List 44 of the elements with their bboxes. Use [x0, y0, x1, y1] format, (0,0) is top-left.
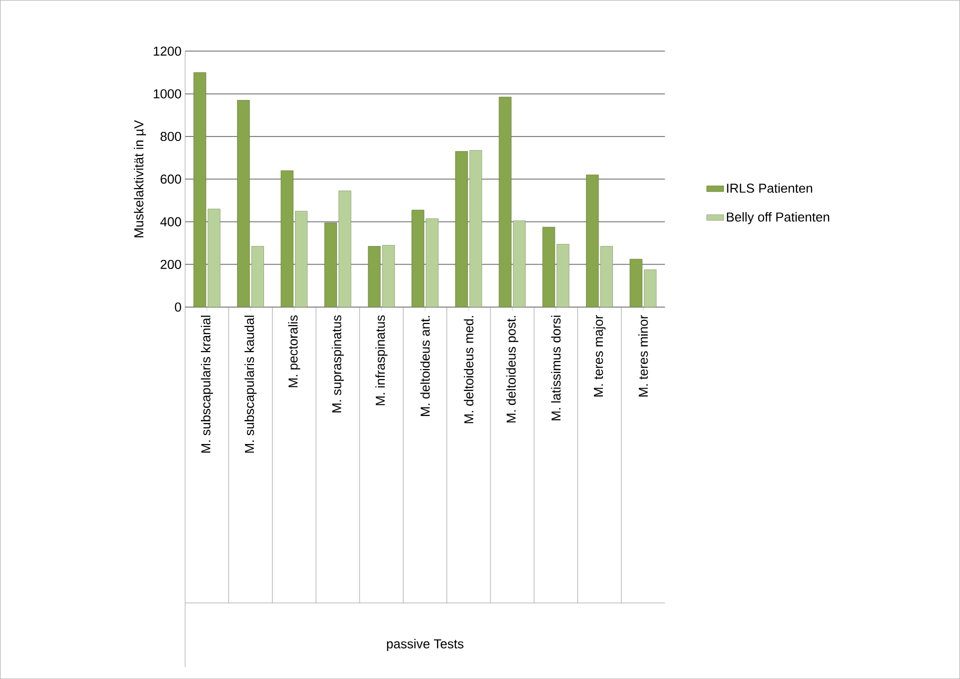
y-tick-label: 200 [160, 260, 182, 269]
x-tick-label: M. teres minor [638, 315, 648, 396]
y-tick-label: 1200 [154, 46, 182, 56]
x-tick-label: M. infraspinatus [375, 315, 388, 406]
y-tick-label: 400 [160, 217, 182, 226]
x-tick-label: M. deltoideus med. [464, 316, 474, 424]
x-tick-label: M. pectoralis [288, 315, 300, 388]
bar [194, 72, 206, 308]
bar [338, 190, 352, 308]
x-tick-label: M. supraspinatus [332, 315, 344, 412]
bar [251, 246, 264, 308]
bar [208, 208, 220, 308]
x-tick-label: M. teres major [593, 315, 606, 396]
x-tick-label: M. deltoideus post. [506, 316, 518, 422]
bar [324, 222, 337, 308]
bar [294, 210, 308, 308]
y-tick-label: 0 [174, 302, 182, 312]
bar [498, 96, 512, 308]
y-tick-label: 800 [160, 132, 182, 142]
bar [586, 174, 599, 308]
bar [455, 151, 468, 308]
bar [542, 226, 556, 308]
bar [368, 246, 381, 308]
x-tick-label: M. latissimus dorsi [551, 316, 561, 420]
legend-label: IRLS Patienten [727, 183, 812, 193]
legend-label: Belly off Patienten [726, 212, 830, 224]
bar [237, 100, 250, 308]
y-tick-label: 600 [160, 174, 182, 184]
bar [630, 258, 642, 308]
x-tick-label: M. subscapularis kaudal [244, 316, 257, 453]
bar [469, 150, 482, 308]
y-axis-title: Muskelaktivität in µV [134, 120, 146, 238]
bar [513, 220, 526, 308]
bar [382, 244, 395, 308]
y-tick-label: 1000 [154, 89, 182, 98]
bar [426, 218, 438, 308]
text: passive Tests [387, 638, 464, 651]
bar [600, 246, 613, 308]
bar [280, 170, 294, 308]
x-tick-label: M. subscapularis kranial [200, 316, 213, 453]
bar [644, 270, 657, 308]
bar [412, 210, 424, 308]
x-tick-label: M. deltoideus ant. [420, 316, 430, 416]
bar [556, 244, 570, 308]
